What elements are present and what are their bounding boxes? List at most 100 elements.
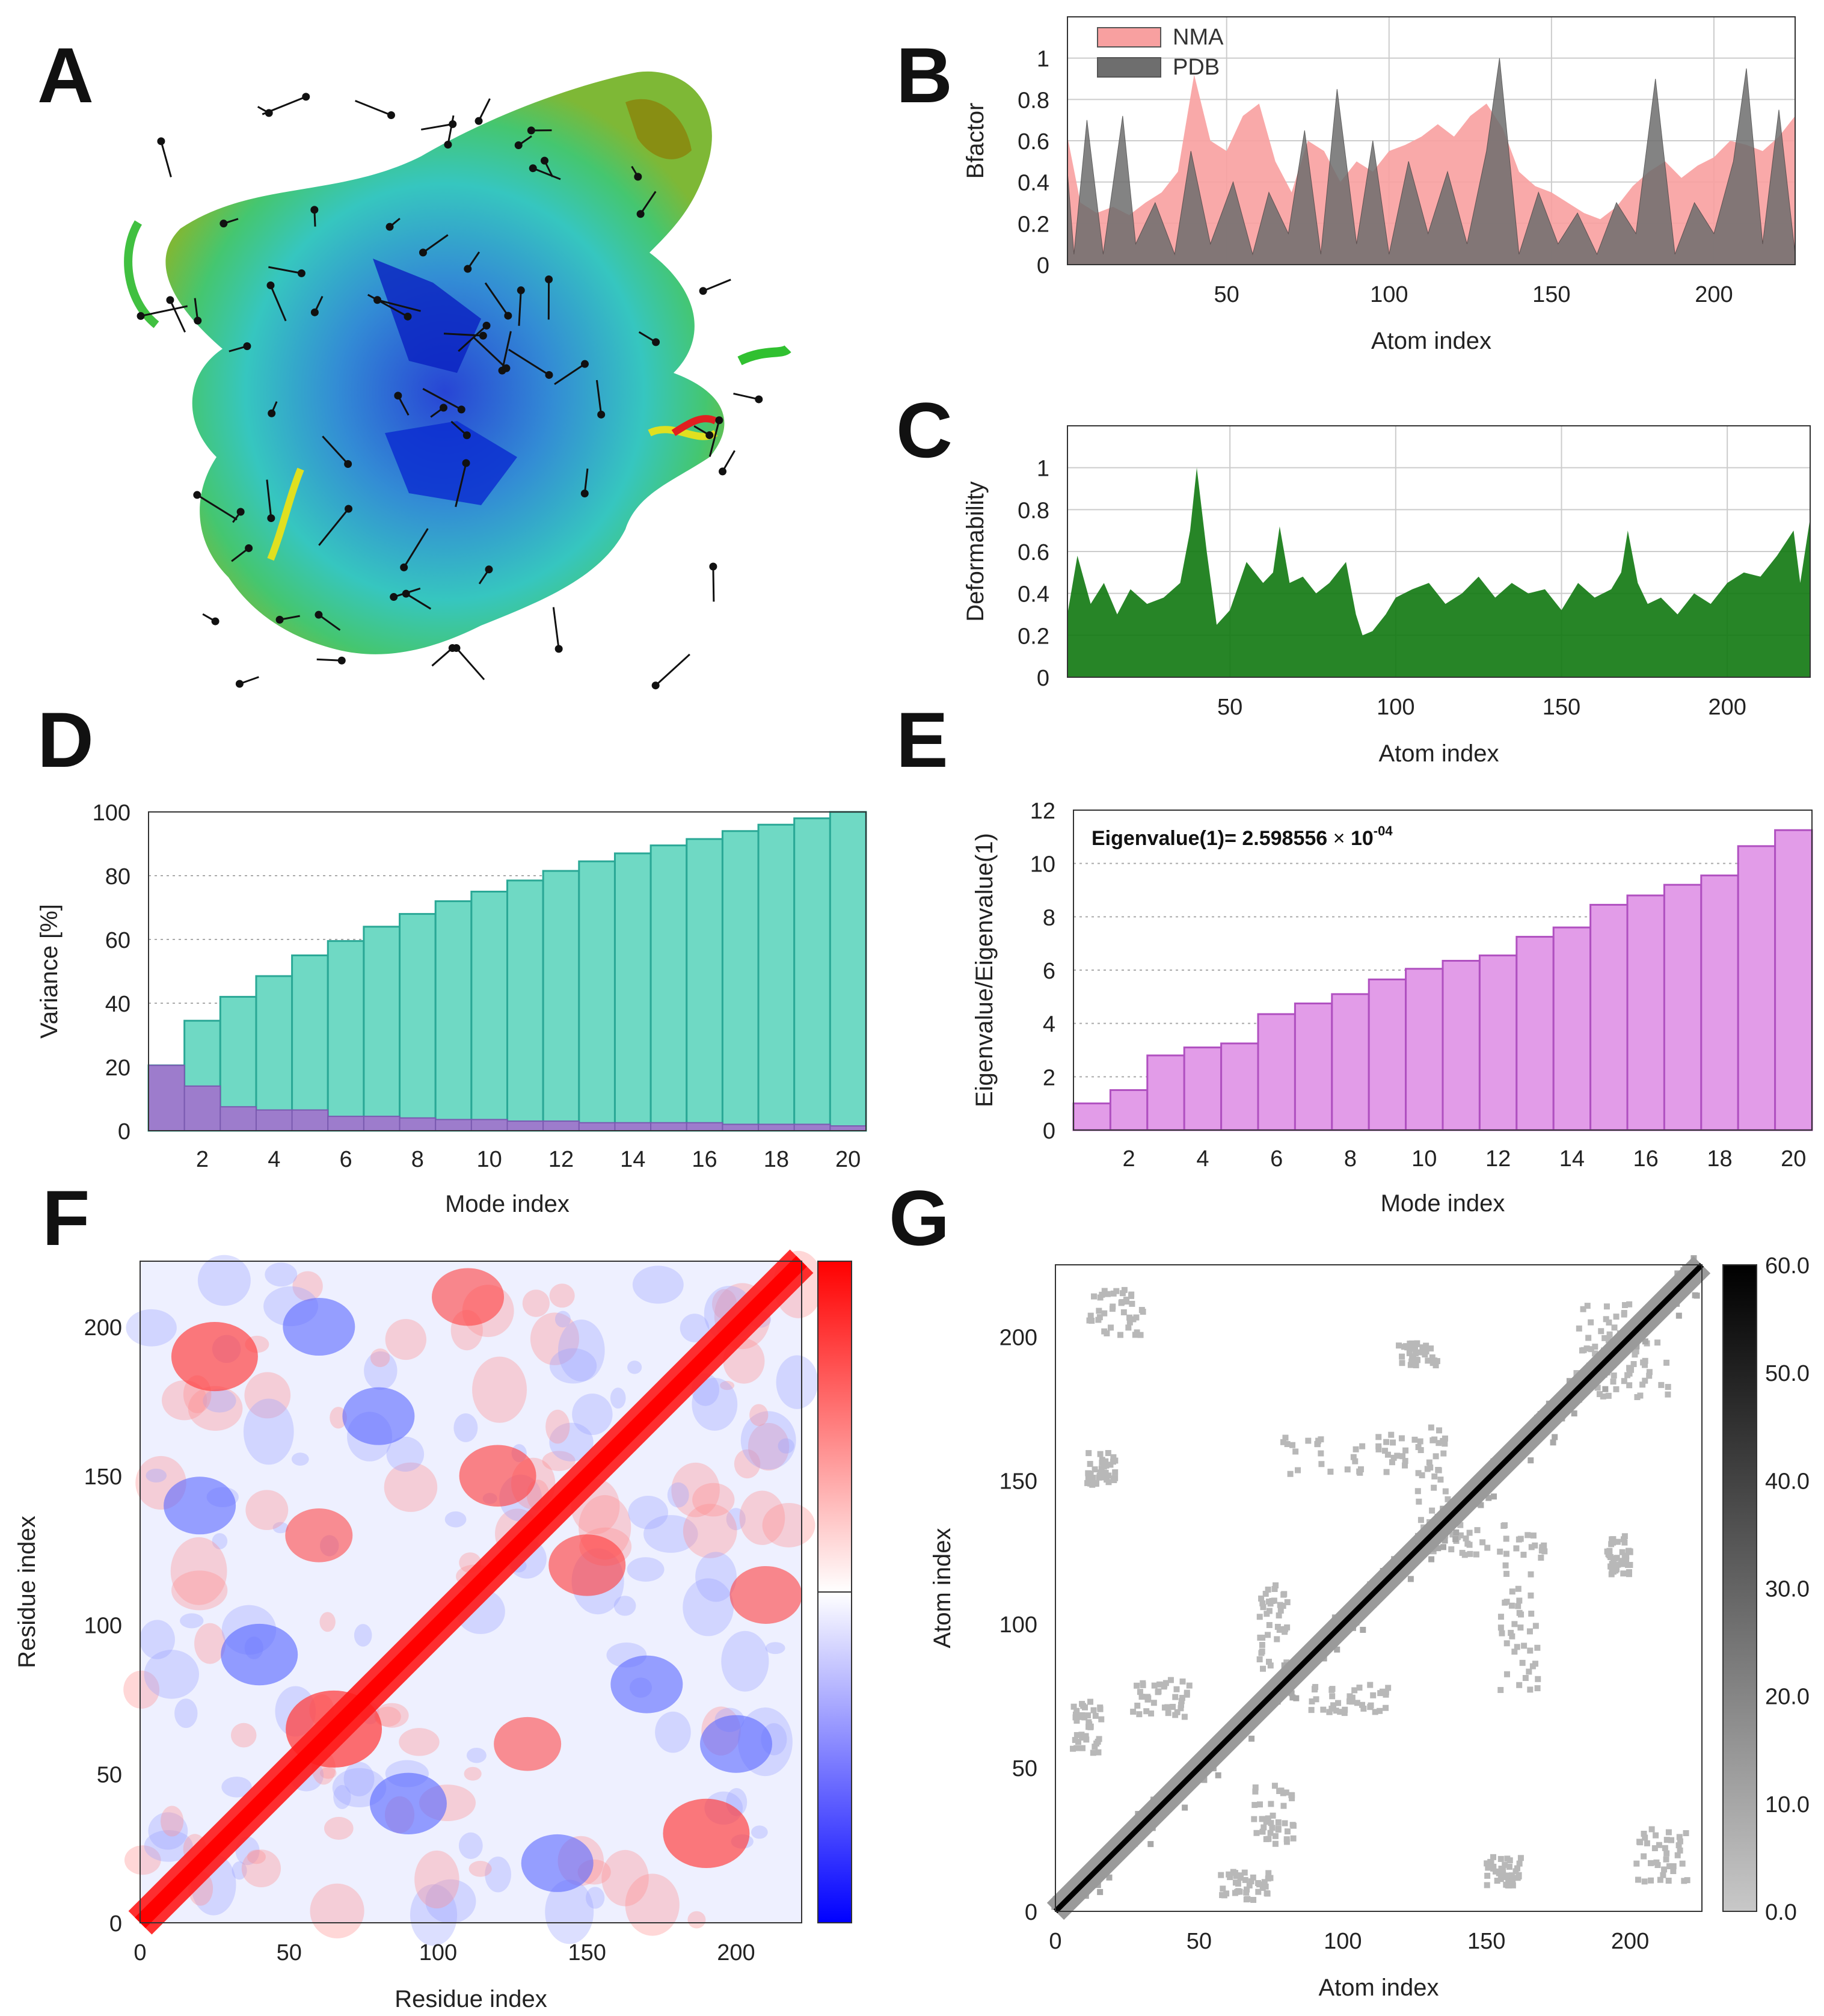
contact-cell xyxy=(1096,1314,1103,1321)
heatmap-blob xyxy=(285,1508,353,1563)
heatmap-cell xyxy=(354,1624,372,1647)
contact-cell xyxy=(1119,1290,1126,1297)
contact-cell xyxy=(1479,1539,1486,1546)
contact-cell xyxy=(1179,1695,1185,1701)
x-tick-label: 18 xyxy=(1707,1146,1732,1172)
contact-cell xyxy=(1218,1872,1224,1878)
contact-cell xyxy=(1119,1298,1125,1305)
heatmap-cell xyxy=(212,1533,228,1549)
y-tick-label: 12 xyxy=(1030,799,1055,824)
bar-eigenvalue xyxy=(1220,1042,1259,1131)
x-axis-label: Atom index xyxy=(1318,1975,1439,2001)
contact-cell xyxy=(1683,1830,1689,1836)
bar-eigenvalue xyxy=(1515,936,1555,1131)
motion-arrow-head xyxy=(345,505,353,513)
contact-cell xyxy=(1353,1446,1359,1452)
contact-cell xyxy=(1264,1632,1271,1638)
contact-cell xyxy=(1123,1298,1129,1305)
contact-cell xyxy=(1668,1837,1675,1843)
contact-cell xyxy=(1399,1353,1405,1360)
heatmap-cell xyxy=(549,1348,597,1384)
contact-cell xyxy=(1070,1703,1077,1710)
contact-cell xyxy=(1182,1804,1188,1811)
contact-cell xyxy=(1330,1702,1337,1709)
contact-cell xyxy=(1419,1472,1425,1478)
x-tick-label: 150 xyxy=(1543,695,1580,720)
contact-cell xyxy=(1627,1562,1633,1569)
x-tick-label: 50 xyxy=(277,1940,302,1965)
contact-cell xyxy=(1335,1700,1342,1706)
contact-cell xyxy=(1107,1461,1114,1468)
contact-cell xyxy=(1436,1427,1443,1434)
contact-cell xyxy=(1611,1324,1618,1331)
panel-label-f: F xyxy=(42,1174,90,1262)
contact-cell xyxy=(1453,1529,1460,1536)
bar-eigenvalue xyxy=(1663,884,1703,1131)
contact-cell xyxy=(1388,1431,1395,1438)
contact-cell xyxy=(1241,1869,1248,1876)
y-tick-label: 150 xyxy=(84,1464,122,1490)
contact-cell xyxy=(1426,1459,1432,1466)
contact-cell xyxy=(1508,1629,1514,1636)
contact-cell xyxy=(1112,1457,1119,1464)
contact-cell xyxy=(1494,1878,1500,1884)
heatmap-cell xyxy=(667,1482,689,1508)
contact-cell xyxy=(1423,1348,1429,1354)
contact-cell xyxy=(1399,1360,1405,1366)
series-area-deformability xyxy=(1067,467,1810,677)
contact-cell xyxy=(1356,1684,1363,1691)
contact-cell xyxy=(1085,1476,1092,1483)
x-tick-label: 6 xyxy=(340,1147,352,1172)
contact-cell xyxy=(1497,1548,1503,1555)
contact-cell xyxy=(1121,1286,1128,1293)
contact-cell xyxy=(1248,1878,1254,1885)
contact-cell xyxy=(1100,1473,1107,1480)
contact-cell xyxy=(1170,1703,1176,1710)
contact-cell xyxy=(1215,1772,1221,1778)
x-tick-label: 12 xyxy=(1485,1146,1511,1172)
contact-cell xyxy=(1354,1700,1360,1706)
contact-cell xyxy=(1452,1536,1459,1543)
contact-cell xyxy=(1534,1685,1541,1691)
heatmap-cell xyxy=(375,1703,409,1728)
bar-eigenvalue xyxy=(1478,954,1518,1131)
y-tick-label: 40 xyxy=(105,992,131,1017)
contact-cell xyxy=(1344,1466,1351,1473)
contact-cell xyxy=(1186,1682,1193,1689)
contact-cell xyxy=(1429,1354,1436,1360)
heatmap-cell xyxy=(680,1314,710,1342)
motion-arrow-head xyxy=(245,544,253,552)
heatmap-cell xyxy=(384,1462,438,1512)
motion-arrow-head xyxy=(310,308,319,316)
contact-cell xyxy=(1459,1549,1466,1556)
contact-cell xyxy=(1534,1644,1541,1651)
motion-arrow-head xyxy=(444,140,452,149)
heatmap-cell xyxy=(364,1351,398,1391)
contact-cell xyxy=(1506,1863,1512,1870)
contact-cell xyxy=(1677,1838,1683,1845)
contact-cell xyxy=(1552,1434,1558,1440)
heatmap-cell xyxy=(468,1861,492,1877)
contact-cell xyxy=(1684,1877,1690,1884)
contact-cell xyxy=(1525,1532,1531,1538)
contact-cell xyxy=(1624,1372,1631,1378)
legend-swatch-nma xyxy=(1097,27,1161,48)
motion-arrow-head xyxy=(404,312,412,321)
y-tick-label: 0 xyxy=(109,1911,122,1937)
heatmap-cell xyxy=(162,1380,207,1421)
contact-cell xyxy=(1367,1682,1374,1688)
contact-cell xyxy=(1484,1860,1490,1867)
motion-arrow-head xyxy=(504,312,512,320)
contact-cell xyxy=(1252,1788,1259,1795)
contact-cell xyxy=(1419,1344,1426,1351)
bar-eigenvalue xyxy=(1331,993,1370,1131)
heatmap-cell xyxy=(530,1312,580,1365)
heatmap-cell xyxy=(386,1436,425,1472)
motion-arrow xyxy=(518,290,522,326)
heatmap-cell xyxy=(601,1849,649,1907)
contact-cell xyxy=(1605,1392,1612,1399)
motion-arrow-head xyxy=(699,287,707,295)
contact-cell xyxy=(1257,1634,1264,1641)
contact-cell xyxy=(1080,1703,1087,1709)
heatmap-cell xyxy=(174,1698,198,1729)
